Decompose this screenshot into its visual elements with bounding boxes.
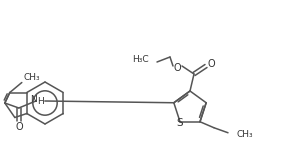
Text: CH₃: CH₃ <box>24 73 40 82</box>
Text: S: S <box>177 118 183 128</box>
Text: H₃C: H₃C <box>132 55 149 65</box>
Text: O: O <box>173 63 181 73</box>
Text: O: O <box>15 122 23 132</box>
Text: O: O <box>207 59 215 69</box>
Text: CH₃: CH₃ <box>237 130 254 139</box>
Text: N: N <box>30 96 37 104</box>
Text: H: H <box>37 97 44 105</box>
